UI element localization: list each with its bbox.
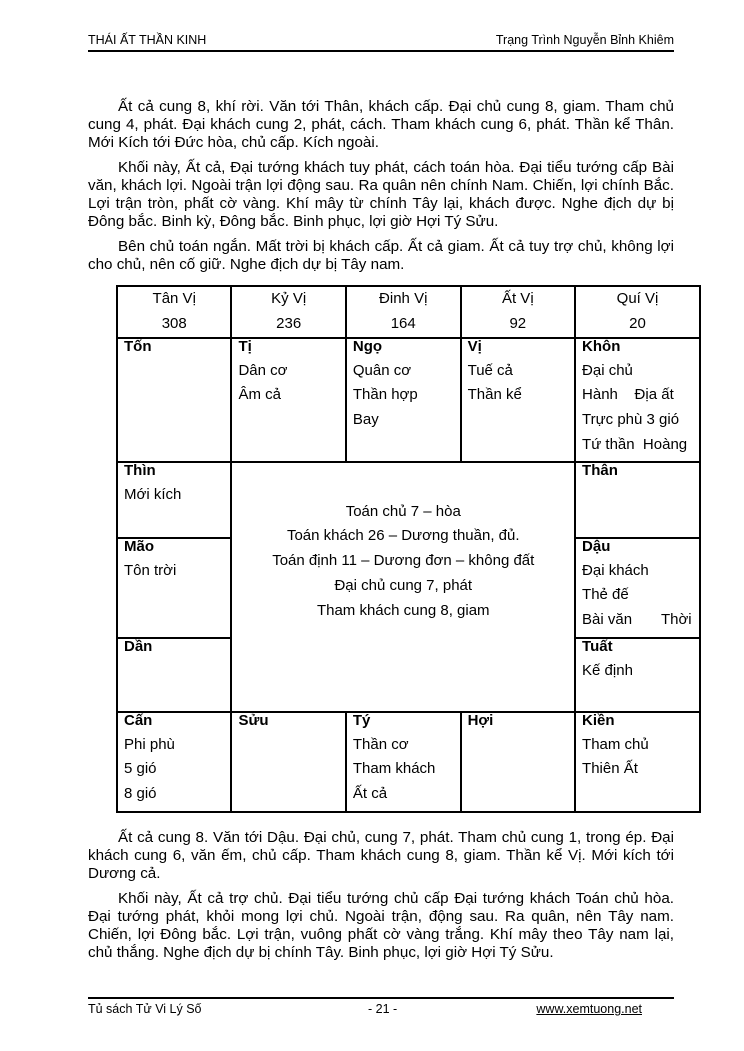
- paragraph: Khối này, Ất cả trợ chủ. Đại tiểu tướng …: [88, 890, 674, 961]
- palace-name: Tý: [352, 711, 371, 729]
- cell-line: Hành Địa ất: [582, 386, 674, 404]
- cell-line: Thẻ đế: [582, 586, 629, 604]
- header-name: Kỷ Vị: [271, 290, 307, 307]
- cell-line: Bài văn Thời: [582, 611, 692, 629]
- header-value: 20: [629, 314, 646, 332]
- header-name: Đinh Vị: [379, 290, 428, 307]
- cell-line: 8 gió: [124, 785, 157, 803]
- cell-line: Tham khách: [352, 760, 436, 778]
- header-value: 92: [509, 314, 527, 332]
- palace-name: Thìn: [124, 461, 156, 479]
- palace-name: Tị: [238, 337, 252, 355]
- cell-ti: Tị Dân cơ Âm cả: [230, 336, 347, 463]
- summary-line: Đại chủ cung 7, phát: [334, 576, 473, 594]
- spacer: [232, 624, 574, 674]
- paragraph: Ất cả cung 8, khí rời. Văn tới Thân, khá…: [88, 98, 674, 151]
- book-title: THÁI ẤT THẦN KINH: [88, 33, 207, 47]
- header-value: 308: [161, 314, 187, 332]
- header-value: 236: [276, 314, 302, 332]
- bottom-text: Ất cả cung 8. Văn tới Dậu. Đại chủ, cung…: [88, 829, 674, 969]
- cell-line: Thần hợp: [352, 386, 418, 404]
- cell-line: Quân cơ: [352, 361, 412, 379]
- summary-line: Toán chủ 7 – hòa: [345, 502, 461, 520]
- cell-line: Mới kích: [124, 485, 182, 503]
- cell-line: Tứ thần Hoàng: [582, 435, 688, 453]
- cell-line: Đại chủ: [582, 361, 633, 379]
- palace-name: Dậu: [582, 537, 611, 555]
- palace-name: Hợi: [467, 711, 494, 729]
- header-cell: Tân Vị 308: [115, 285, 233, 339]
- cell-line: Ất cả: [352, 785, 388, 803]
- cell-ty: Tý Thần cơ Tham khách Ất cả: [344, 710, 462, 813]
- cell-line: Dân cơ: [238, 361, 288, 379]
- summary-line: Toán định 11 – Dương đơn – không đất: [272, 552, 535, 570]
- palace-name: Sửu: [238, 711, 269, 729]
- header-row: Tân Vị 308 Kỷ Vị 236 Đinh Vị 164 Ất Vị 92 Qu…: [115, 285, 701, 339]
- cell-vi: Vị Tuế cả Thần kể: [459, 336, 577, 463]
- header-cell: Ất Vị 92: [459, 285, 577, 339]
- top-text: Ất cả cung 8, khí rời. Văn tới Thân, khá…: [88, 98, 674, 281]
- palace-name: Ngọ: [352, 337, 383, 355]
- cell-khon: Khôn Đại chủ Hành Địa ất Trực phù 3 gió Tứ t…: [574, 336, 701, 463]
- paragraph: Bên chủ toán ngắn. Mất trời bị khách cấp…: [88, 238, 674, 273]
- cell-line: Đại khách: [582, 561, 649, 579]
- website-link[interactable]: www.xemtuong.net: [536, 1002, 642, 1016]
- cell-line: Trực phù 3 gió: [582, 411, 680, 429]
- cell-line: Kế định: [582, 661, 633, 679]
- cell-line: Thần cơ: [352, 735, 409, 753]
- palace-name: Mão: [124, 537, 154, 555]
- cell-ngo: Ngọ Quân cơ Thần hợp Bay: [344, 336, 462, 463]
- cell-mao: Mão Tôn trời: [115, 536, 233, 639]
- cell-line: Thiên Ất: [582, 760, 638, 778]
- cell-line: 5 gió: [124, 760, 157, 778]
- paragraph: Khối này, Ất cả, Đại tướng khách tuy phá…: [88, 159, 674, 230]
- cell-than: Thân: [574, 460, 701, 539]
- header-cell: Quí Vị 20: [574, 285, 701, 339]
- cell-line: Tham chủ: [582, 735, 649, 753]
- palace-name: Khôn: [582, 337, 621, 355]
- summary-line: Tham khách cung 8, giam: [316, 601, 490, 619]
- cell-line: Tuế cả: [467, 361, 513, 379]
- cell-suu: Sửu: [230, 710, 347, 813]
- header-cell: Kỷ Vị 236: [230, 285, 347, 339]
- paragraph: Ất cả cung 8. Văn tới Dậu. Đại chủ, cung…: [88, 829, 674, 882]
- palace-name: Thân: [582, 461, 618, 479]
- cell-line: Phi phù: [124, 735, 175, 753]
- cell-line: Thần kể: [467, 386, 522, 404]
- center-summary: Toán chủ 7 – hòa Toán khách 26 – Dương t…: [230, 460, 577, 713]
- divination-table: Tân Vị 308 Kỷ Vị 236 Đinh Vị 164 Ất Vị 92 Qu…: [115, 285, 701, 813]
- author: Trạng Trình Nguyễn Bỉnh Khiêm: [495, 33, 674, 47]
- header-name: Quí Vị: [616, 290, 659, 307]
- header-value: 164: [390, 314, 416, 332]
- header-name: Tân Vị: [152, 290, 196, 307]
- cell-tuat: Tuất Kế định: [574, 636, 701, 713]
- cell-hoi: Hợi: [459, 710, 577, 813]
- cell-line: Tôn trời: [124, 561, 177, 579]
- palace-name: Dần: [124, 637, 153, 655]
- palace-name: Tốn: [124, 337, 152, 355]
- page-footer: Tủ sách Tử Vi Lý Số - 21 - www.xemtuong.…: [88, 997, 674, 1019]
- summary-line: Toán khách 26 – Dương thuần, đủ.: [286, 527, 520, 545]
- header-name: Ất Vị: [501, 290, 534, 307]
- palace-name: Kiền: [582, 711, 615, 729]
- cell-kien: Kiền Tham chủ Thiên Ất: [574, 710, 701, 813]
- palace-name: Cấn: [124, 711, 153, 729]
- cell-ton: Tốn: [115, 336, 233, 463]
- cell-thin: Thìn Mới kích: [115, 460, 233, 539]
- cell-line: Bay: [352, 411, 379, 429]
- cell-can: Cấn Phi phù 5 gió 8 gió: [115, 710, 233, 813]
- cell-dau: Dậu Đại khách Thẻ đế Bài văn Thời: [574, 536, 701, 639]
- palace-name: Tuất: [582, 637, 613, 655]
- page-header: THÁI ẤT THẦN KINH Trạng Trình Nguyễn Bỉn…: [88, 33, 674, 52]
- series-name: Tủ sách Tử Vi Lý Số: [88, 1002, 202, 1016]
- cell-line: Âm cả: [238, 386, 281, 404]
- page-number: - 21 -: [368, 1002, 398, 1016]
- cell-dan: Dần: [115, 636, 233, 713]
- palace-name: Vị: [467, 337, 482, 355]
- header-cell: Đinh Vị 164: [344, 285, 462, 339]
